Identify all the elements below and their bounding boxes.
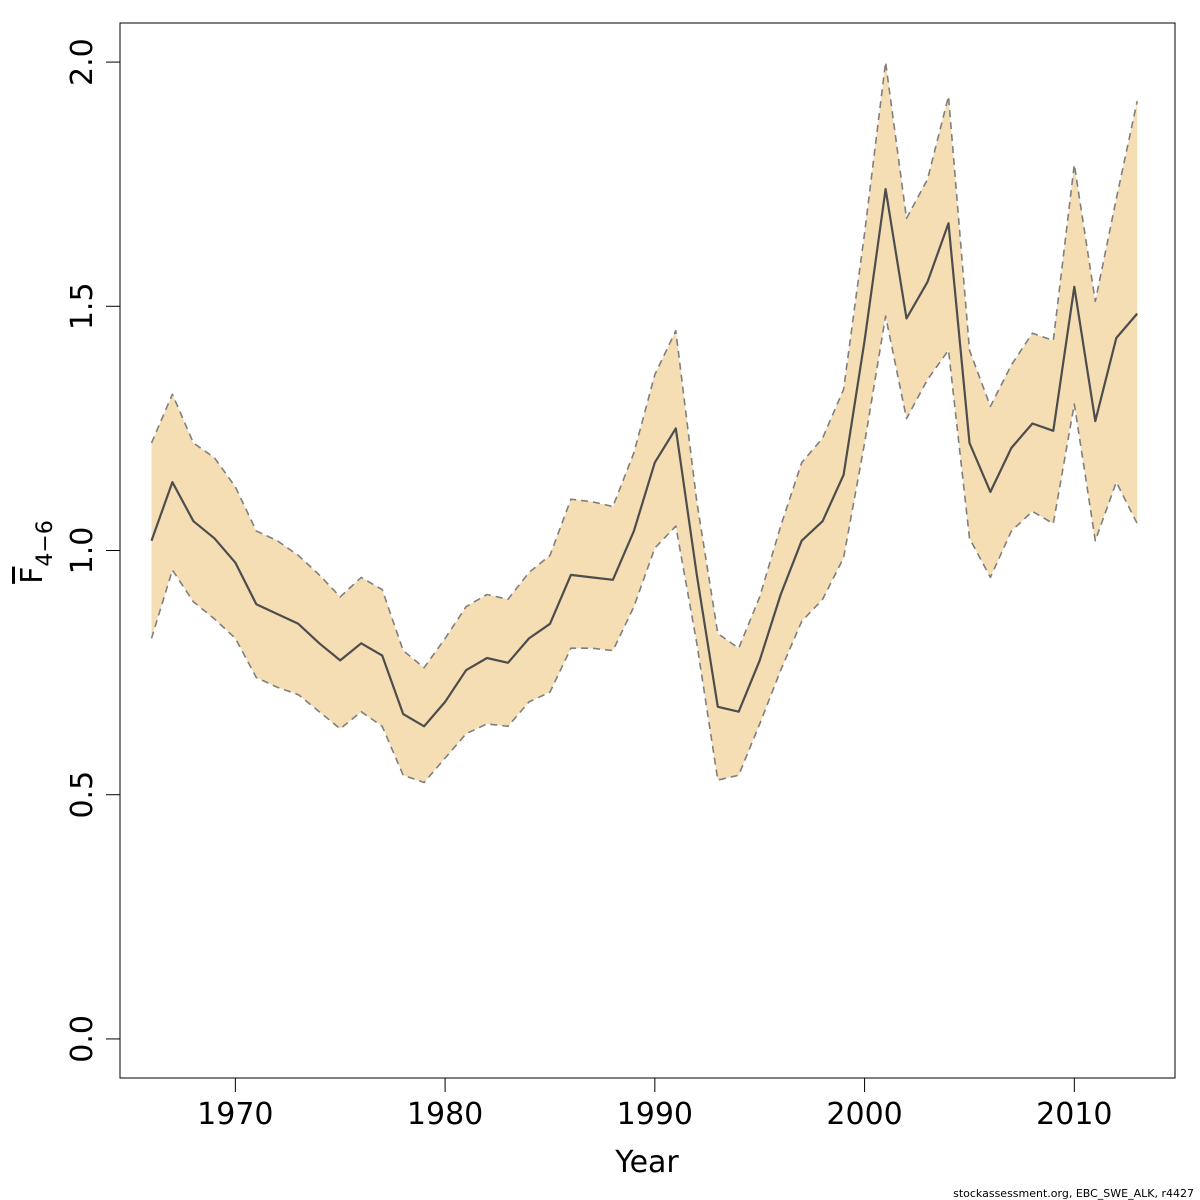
x-tick-label: 2000: [826, 1097, 902, 1132]
y-tick-label: 0.5: [65, 771, 100, 819]
y-tick-label: 1.0: [65, 527, 100, 575]
x-axis-title: Year: [614, 1145, 679, 1180]
confidence-band: [151, 62, 1138, 783]
y-tick-label: 0.0: [65, 1015, 100, 1063]
estimate-line: [150, 188, 1139, 728]
x-tick-label: 1970: [197, 1097, 273, 1132]
x-tick-label: 1990: [617, 1097, 693, 1132]
y-tick-label: 1.5: [65, 282, 100, 330]
footer-credit: stockassessment.org, EBC_SWE_ALK, r4427: [953, 1187, 1194, 1200]
x-axis: 1970 1980 1990 2000 2010: [197, 1077, 1113, 1132]
y-axis-title-main: F: [15, 567, 50, 584]
lower-bound-line: [150, 315, 1138, 784]
x-tick-label: 2010: [1036, 1097, 1112, 1132]
svg-text:F4−6: F4−6: [15, 520, 58, 584]
y-axis-title-sub: 4−6: [33, 520, 58, 566]
plot-layer: [150, 61, 1139, 784]
y-axis: 0.0 0.5 1.0 1.5 2.0: [65, 38, 121, 1063]
y-tick-label: 2.0: [65, 38, 100, 86]
x-tick-label: 1980: [407, 1097, 483, 1132]
upper-bound-line: [150, 61, 1138, 669]
y-axis-title: F4−6: [15, 520, 58, 584]
